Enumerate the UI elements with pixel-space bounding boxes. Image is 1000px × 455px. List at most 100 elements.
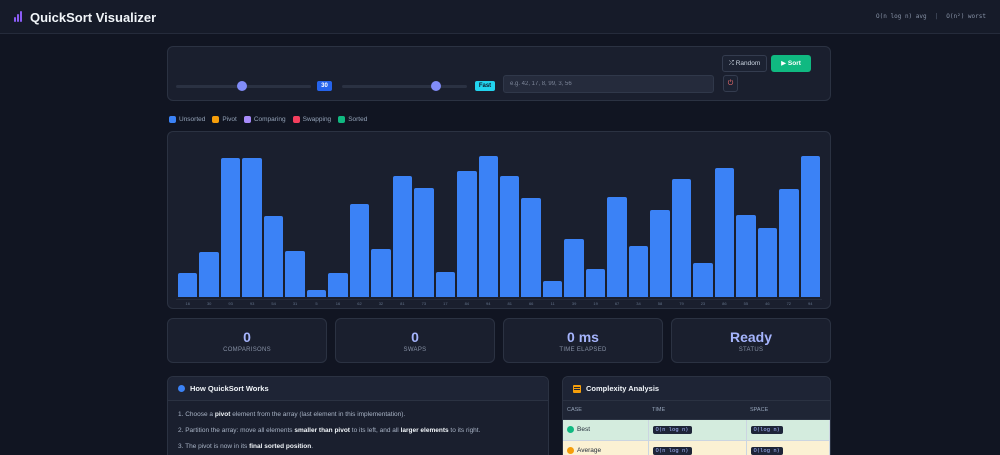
array-bar <box>285 250 305 297</box>
bar-value-label: 72 <box>786 301 792 306</box>
complexity-title: Complexity Analysis <box>586 384 660 393</box>
bar-value-label: 16 <box>185 301 190 306</box>
separator: | <box>934 13 939 20</box>
legend-label: Unsorted <box>179 115 206 123</box>
sort-button-label: Sort <box>787 60 801 67</box>
array-bar <box>435 271 456 297</box>
array-bar <box>542 280 563 297</box>
case-cell: Best <box>563 419 649 441</box>
stat-label: COMPARISONS <box>223 347 271 353</box>
stat-label: TIME ELAPSED <box>559 347 607 353</box>
steps-list: 1. Choose a pivot element from the array… <box>168 401 548 450</box>
complexity-panel: Complexity Analysis CASE TIME SPACE Best… <box>562 376 831 455</box>
array-bar <box>693 262 713 297</box>
play-icon: ▶ <box>781 60 787 67</box>
stat-swaps: 0 SWAPS <box>335 318 495 363</box>
legend-label: Swapping <box>302 115 332 123</box>
array-bar <box>779 189 799 297</box>
array-bar <box>800 156 820 297</box>
stat-time-elapsed: 0 ms TIME ELAPSED <box>503 318 663 363</box>
column-header: CASE <box>563 401 648 420</box>
bar-value-label: 39 <box>571 301 577 306</box>
bar-value-label: 81 <box>507 301 512 306</box>
chart-baseline <box>176 299 822 300</box>
array-bar <box>564 238 584 297</box>
array-bar <box>220 157 241 297</box>
reset-icon: ⏻ <box>727 80 734 87</box>
bar-value-label: 11 <box>550 301 555 306</box>
bar-value-label: 94 <box>808 301 813 306</box>
step-item: 3. The pivot is now in its final sorted … <box>178 443 313 450</box>
average-case-icon <box>567 446 574 454</box>
bar-value-label: 86 <box>722 301 727 306</box>
bar-value-label: 46 <box>765 301 770 306</box>
bar-value-label: 17 <box>443 301 448 306</box>
bar-value-label: 55 <box>743 301 749 306</box>
speed-slider[interactable] <box>342 81 467 91</box>
legend-swatch <box>292 115 300 123</box>
step-item: 2. Partition the array: move all element… <box>178 427 481 434</box>
top-bar: QuickSort Visualizer O(n log n) avg | O(n²… <box>0 0 1000 34</box>
array-bar <box>328 273 348 297</box>
array-bar <box>650 210 670 297</box>
stat-comparisons: 0 COMPARISONS <box>167 318 327 363</box>
app-title: QuickSort Visualizer <box>30 10 157 25</box>
controls-panel: 30 Fast ⤮ Random ▶ Sort ⏻ <box>167 46 831 101</box>
array-size-slider[interactable] <box>176 81 311 91</box>
array-bar <box>607 196 627 297</box>
bar-value-label: 66 <box>528 301 534 306</box>
bar-value-label: 84 <box>464 301 470 306</box>
array-bar <box>478 156 498 297</box>
sort-button[interactable]: ▶ Sort <box>771 55 811 72</box>
space-cell: O(log n) <box>746 419 830 441</box>
legend-swatch <box>338 115 346 123</box>
bar-value-label: 32 <box>378 301 384 306</box>
avg-complexity: O(n log n) avg <box>876 13 927 20</box>
array-bar <box>414 187 434 297</box>
bar-value-label: 19 <box>593 301 598 306</box>
speed-slider-thumb[interactable] <box>431 81 441 91</box>
bar-value-label: 30 <box>206 301 212 306</box>
table-row: Best O(n log n) O(log n) <box>563 419 830 441</box>
legend-label: Comparing <box>253 115 286 123</box>
table-icon <box>573 384 581 393</box>
bar-value-label: 16 <box>335 301 341 306</box>
reset-button[interactable]: ⏻ <box>723 75 738 92</box>
array-bar <box>371 249 391 297</box>
complexity-table: CASE TIME SPACE Best O(n log n) O(log n)… <box>563 401 830 455</box>
array-bar <box>457 171 477 297</box>
array-bar <box>585 268 606 297</box>
array-bar <box>392 175 413 297</box>
stat-value: Ready <box>729 329 773 345</box>
legend-item-comparing: Comparing <box>243 115 286 123</box>
legend: Unsorted Pivot Comparing Swapping Sorted <box>169 114 374 124</box>
bar-value-label: 79 <box>679 301 684 306</box>
array-bar <box>263 216 284 297</box>
array-input[interactable] <box>503 75 714 93</box>
speed-value: Fast <box>475 81 495 91</box>
legend-item-unsorted: Unsorted <box>169 115 206 123</box>
complexity-hint: O(n log n) avg | O(n²) worst <box>876 13 986 20</box>
array-bar <box>242 157 262 297</box>
bar-value-label: 31 <box>292 301 298 306</box>
bar-value-label: 58 <box>657 301 663 306</box>
array-bar <box>306 289 327 297</box>
bar-value-label: 54 <box>271 301 276 306</box>
bar-value-label: 62 <box>357 301 362 306</box>
case-cell: Average <box>563 440 649 455</box>
legend-label: Sorted <box>348 115 368 123</box>
bar-chart: 16 30 93 93 54 31 5 16 62 32 81 73 17 84 94 81 66 11 39 19 6… <box>167 131 831 309</box>
array-size-slider-thumb[interactable] <box>237 81 247 91</box>
random-button[interactable]: ⤮ Random <box>722 55 767 72</box>
complexity-header: Complexity Analysis <box>563 377 830 401</box>
info-icon <box>178 385 185 392</box>
column-header: SPACE <box>746 401 830 420</box>
how-it-works-header: How QuickSort Works <box>168 377 548 401</box>
bar-value-label: 81 <box>400 301 405 306</box>
array-bar <box>671 178 692 297</box>
array-bar <box>199 252 219 297</box>
legend-swatch <box>212 115 220 123</box>
array-bar <box>757 228 778 297</box>
worst-complexity: O(n²) worst <box>946 13 986 20</box>
stat-value: 0 <box>411 329 419 345</box>
